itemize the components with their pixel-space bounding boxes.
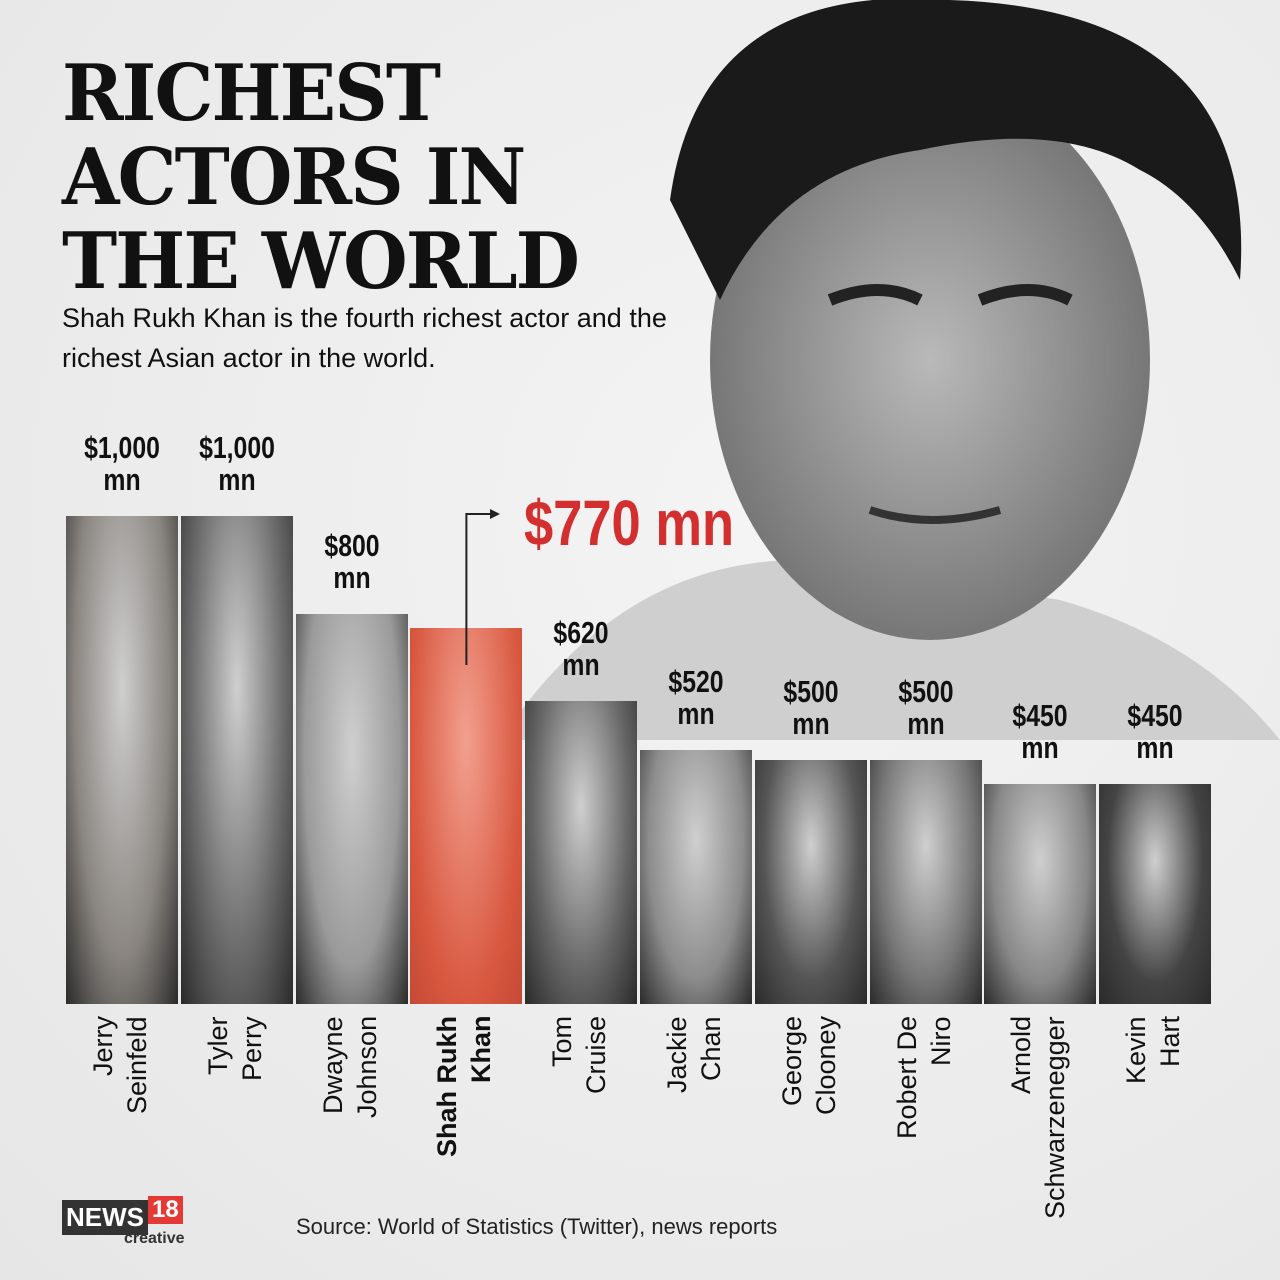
bar <box>984 784 1097 1004</box>
source-note: Source: World of Statistics (Twitter), n… <box>296 1214 778 1239</box>
bar <box>754 760 867 1004</box>
bar <box>66 516 178 1004</box>
bar <box>295 613 408 1004</box>
title-line: THE WORLD <box>62 216 580 307</box>
bar <box>1099 784 1212 1004</box>
category-label: Kevin Hart <box>1121 1016 1186 1084</box>
news18-logo: NEWS 18 creative <box>62 1196 185 1247</box>
value-label: $500 mn <box>783 674 839 741</box>
bar <box>640 750 752 1004</box>
logo-sub: creative <box>124 1230 185 1247</box>
value-label: $1,000 mn <box>198 430 275 497</box>
category-label: George Clooney <box>776 1016 841 1116</box>
highlight-value-label: $770 mn <box>524 487 735 559</box>
value-label: $1,000 mn <box>84 430 160 497</box>
value-label: $800 mn <box>324 527 380 595</box>
value-label: $620 mn <box>553 615 609 683</box>
title-line: RICHEST <box>62 48 441 139</box>
value-label: $520 mn <box>668 664 724 732</box>
value-label: $500 mn <box>898 674 954 741</box>
logo-number: 18 <box>148 1196 183 1224</box>
shah-rukh-khan-portrait <box>500 0 1280 740</box>
category-label: Robert De Niro <box>891 1016 956 1140</box>
bar <box>525 701 638 1004</box>
value-label: $450 mn <box>1012 698 1068 766</box>
bar <box>180 516 293 1004</box>
page-title: RICHEST ACTORS IN THE WORLD <box>62 48 580 307</box>
title-line: ACTORS IN <box>62 132 526 223</box>
category-label: Tyler Perry <box>202 1016 267 1081</box>
bar <box>410 628 523 1004</box>
value-label: $450 mn <box>1127 698 1183 766</box>
subtitle: Shah Rukh Khan is the fourth richest act… <box>62 303 667 373</box>
bar <box>869 760 982 1004</box>
category-label: Arnold Schwarzenegger <box>1006 1016 1071 1219</box>
logo-news: NEWS <box>62 1200 148 1235</box>
